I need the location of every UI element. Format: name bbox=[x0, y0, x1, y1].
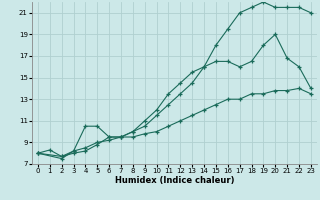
X-axis label: Humidex (Indice chaleur): Humidex (Indice chaleur) bbox=[115, 176, 234, 185]
